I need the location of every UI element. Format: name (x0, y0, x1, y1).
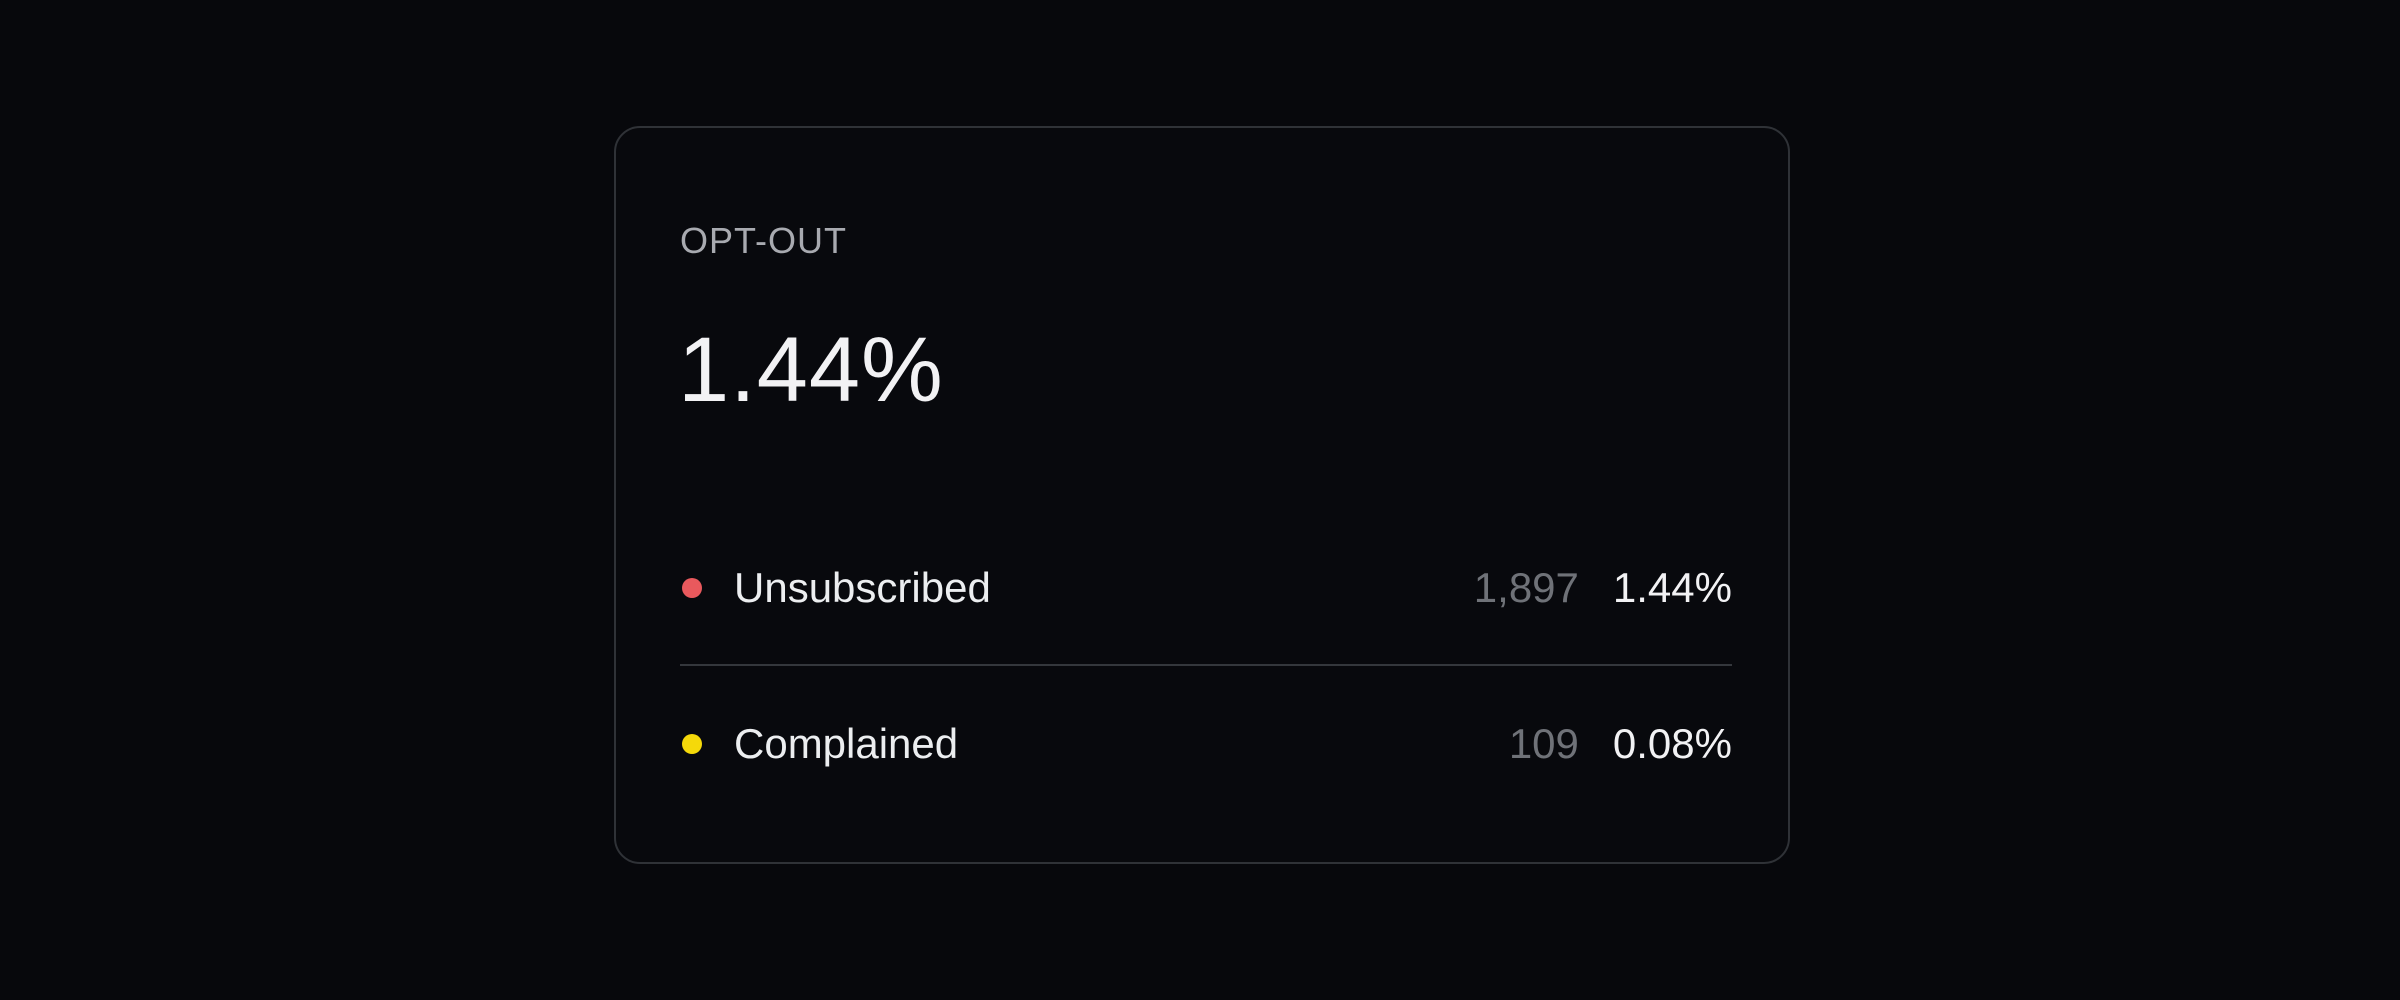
card-title: OPT-OUT (680, 220, 847, 261)
opt-out-rate: 1.44% (678, 319, 944, 421)
opt-out-card: OPT-OUT 1.44% Unsubscribed 1,897 1.44% C… (614, 126, 1790, 864)
row-label: Unsubscribed (734, 564, 991, 611)
row-label: Complained (734, 720, 959, 767)
yellow-dot-icon (682, 734, 702, 754)
row-count: 1,897 (1473, 564, 1579, 611)
row-complained: Complained 109 0.08% (680, 714, 1732, 774)
row-unsubscribed: Unsubscribed 1,897 1.44% (680, 558, 1732, 618)
row-count: 109 (1508, 720, 1579, 767)
red-dot-icon (682, 578, 702, 598)
row-percent: 1.44% (1612, 564, 1732, 611)
row-percent: 0.08% (1612, 720, 1732, 767)
divider (680, 664, 1732, 666)
